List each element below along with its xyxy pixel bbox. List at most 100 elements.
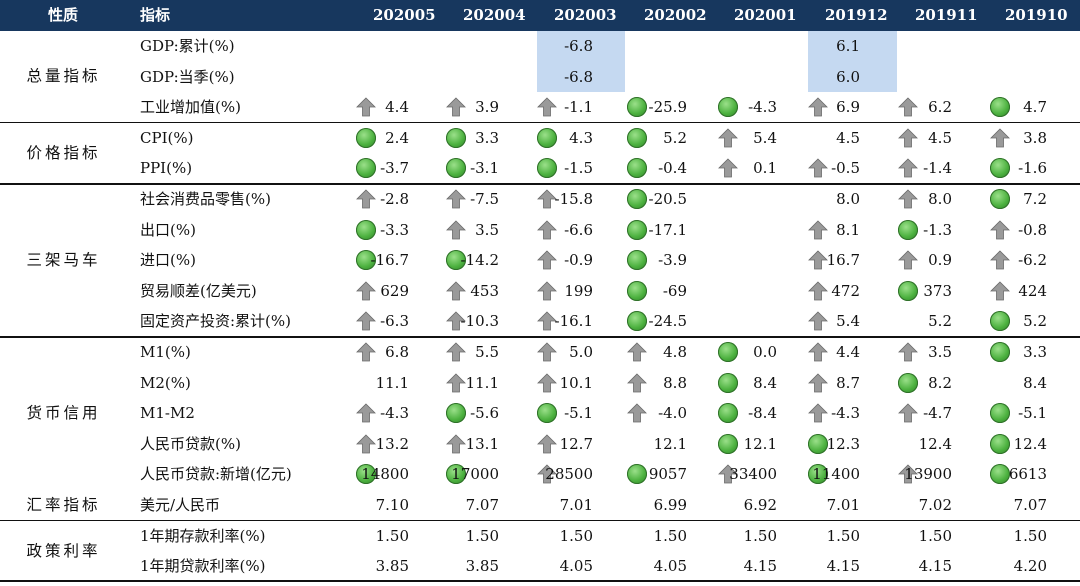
cell-value: 3.5 — [475, 220, 499, 239]
cell-value: 4.3 — [569, 128, 593, 147]
cell-value: 8.8 — [663, 373, 687, 392]
green-dot-icon — [808, 433, 828, 454]
cell-value: 4.4 — [836, 343, 860, 361]
cell-value: -25.9 — [648, 98, 687, 117]
cell-value: 13900 — [904, 465, 952, 484]
up-arrow-icon — [446, 189, 466, 209]
cell-value: 6.9 — [836, 98, 860, 117]
green-dot-icon — [446, 250, 466, 271]
cell-value: 3.85 — [465, 557, 499, 576]
green-dot-icon — [446, 127, 466, 148]
cell-value: 472 — [831, 281, 860, 300]
cell-value: 33400 — [729, 465, 777, 484]
cell-value: 11.1 — [375, 373, 409, 392]
cell-value: -0.8 — [1018, 220, 1047, 239]
up-arrow-icon — [808, 342, 828, 362]
up-arrow-icon — [990, 128, 1010, 148]
up-arrow-icon — [537, 342, 557, 362]
cell-value: 1.50 — [465, 526, 499, 545]
cell-value: 8.0 — [836, 190, 860, 208]
indicator-label: 工业增加值(%) — [140, 98, 241, 117]
green-dot-icon — [356, 219, 376, 240]
cell-value: 6.2 — [928, 98, 952, 117]
header-period: 201911 — [915, 6, 978, 24]
green-dot-icon — [627, 311, 647, 332]
green-dot-icon — [718, 433, 738, 454]
highlight-cell — [808, 61, 897, 93]
up-arrow-icon — [990, 220, 1010, 240]
indicator-label: 人民币贷款(%) — [140, 434, 241, 453]
up-arrow-icon — [537, 281, 557, 301]
up-arrow-icon — [356, 281, 376, 301]
cell-value: 13.2 — [375, 434, 409, 453]
cell-value: -16.1 — [554, 312, 593, 331]
up-arrow-icon — [446, 97, 466, 117]
cell-value: 7.07 — [1013, 496, 1047, 514]
green-dot-icon — [990, 189, 1010, 209]
cell-value: -10.3 — [460, 312, 499, 331]
section-divider — [0, 519, 1080, 522]
section-divider — [0, 336, 1080, 338]
indicator-label: 人民币贷款:新增(亿元) — [140, 465, 292, 484]
up-arrow-icon — [446, 434, 466, 454]
cell-value: 14800 — [361, 465, 409, 484]
cell-value: 12.7 — [559, 434, 593, 453]
header-period: 202004 — [463, 6, 526, 24]
green-dot-icon — [898, 280, 918, 301]
cell-value: 3.3 — [475, 128, 499, 147]
green-dot-icon — [537, 127, 557, 148]
cell-value: 8.4 — [1023, 373, 1047, 392]
green-dot-icon — [627, 127, 647, 148]
indicator-label: 进口(%) — [140, 251, 196, 270]
cell-value: 373 — [923, 281, 952, 300]
up-arrow-icon — [446, 311, 466, 331]
cell-value: 4.05 — [653, 557, 687, 576]
cell-value: 4.15 — [826, 557, 860, 576]
up-arrow-icon — [990, 250, 1010, 270]
cell-value: 1.50 — [559, 526, 593, 545]
cell-value: -6.6 — [564, 220, 593, 239]
up-arrow-icon — [990, 281, 1010, 301]
up-arrow-icon — [898, 464, 918, 484]
cell-value: -0.4 — [658, 159, 687, 178]
cell-value: 4.7 — [1023, 98, 1047, 117]
green-dot-icon — [990, 342, 1010, 362]
cell-value: 6.92 — [743, 496, 777, 514]
green-dot-icon — [446, 403, 466, 424]
cell-value: 6.8 — [385, 343, 409, 361]
indicator-label: GDP:当季(%) — [140, 67, 235, 86]
indicator-label: 社会消费品零售(%) — [140, 190, 271, 208]
cell-value: 11.1 — [465, 373, 499, 392]
section-label: 三架马车 — [26, 251, 101, 269]
indicator-label: M1(%) — [140, 343, 191, 361]
cell-value: 4.5 — [836, 128, 860, 147]
up-arrow-icon — [446, 342, 466, 362]
green-dot-icon — [898, 219, 918, 240]
header-period: 201912 — [825, 6, 888, 24]
green-dot-icon — [718, 403, 738, 424]
cell-value: 7.01 — [826, 496, 860, 514]
cell-value: 424 — [1018, 281, 1047, 300]
green-dot-icon — [627, 189, 647, 209]
cell-value: -1.4 — [923, 159, 952, 178]
cell-value: 7.02 — [918, 496, 952, 514]
cell-value: -17.1 — [648, 220, 687, 239]
cell-value: 3.3 — [1023, 343, 1047, 361]
highlight-cell — [537, 61, 625, 93]
cell-value: 5.4 — [836, 312, 860, 331]
section-divider — [0, 579, 1080, 582]
cell-value: 1.50 — [918, 526, 952, 545]
cell-value: 17000 — [451, 465, 499, 484]
cell-value: -0.9 — [564, 251, 593, 270]
cell-value: 0.0 — [753, 343, 777, 361]
up-arrow-icon — [537, 97, 557, 117]
indicator-label: 出口(%) — [140, 220, 196, 239]
up-arrow-icon — [627, 403, 647, 423]
up-arrow-icon — [808, 311, 828, 331]
indicator-label: M1-M2 — [140, 404, 195, 423]
cell-value: 6613 — [1008, 465, 1047, 484]
up-arrow-icon — [898, 250, 918, 270]
up-arrow-icon — [537, 434, 557, 454]
up-arrow-icon — [627, 373, 647, 393]
cell-value: 453 — [470, 281, 499, 300]
